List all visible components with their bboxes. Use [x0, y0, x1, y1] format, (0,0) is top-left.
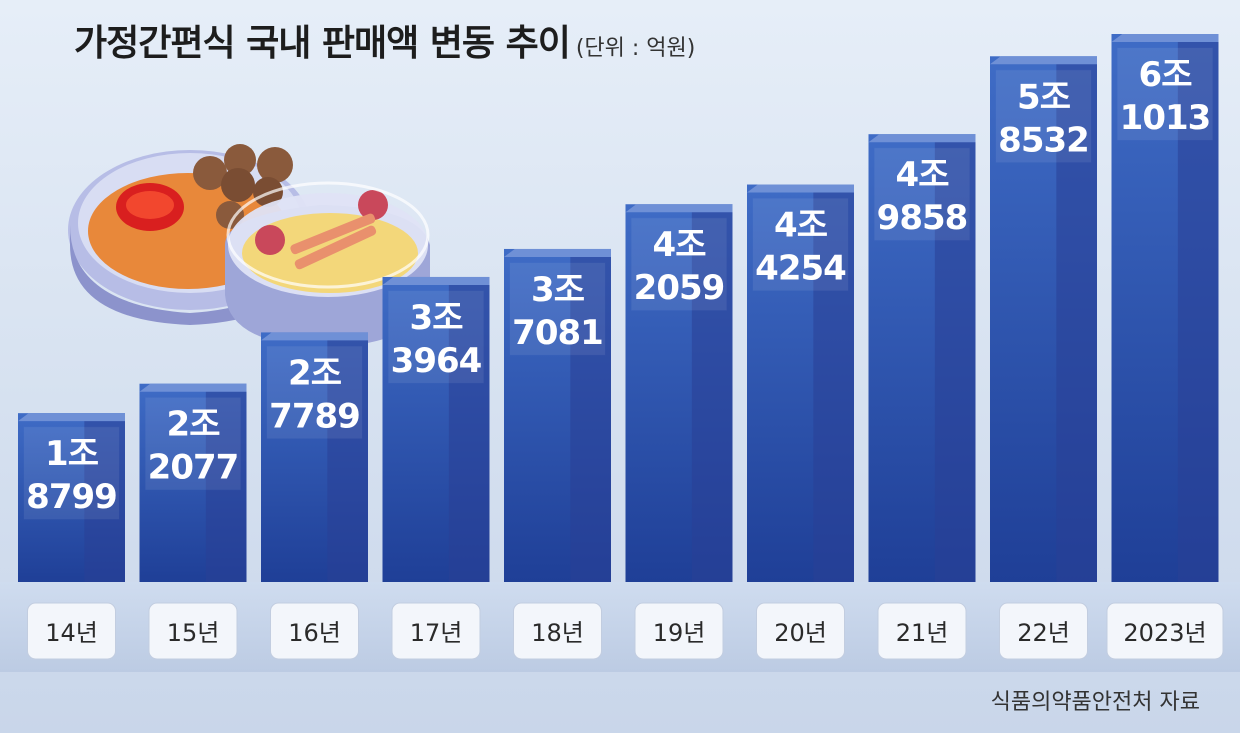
- bar-side: [448, 282, 490, 582]
- bar-top: [382, 276, 490, 285]
- bar-label-eok: 2077: [148, 448, 239, 488]
- x-tick: 19년: [634, 602, 724, 660]
- bar-top: [261, 332, 368, 341]
- x-tick-box: [877, 602, 967, 660]
- bar-label-jo: 3조: [410, 298, 464, 338]
- x-tick: 18년: [513, 602, 602, 660]
- bar-label-box: [388, 290, 484, 383]
- bar-label-jo: 4조: [896, 155, 950, 195]
- x-tick-label: 16년: [288, 619, 341, 647]
- x-tick-box: [756, 602, 845, 660]
- x-tick-box: [148, 602, 238, 660]
- bar-label-eok: 7789: [269, 396, 360, 436]
- bar-label-jo: 3조: [531, 270, 585, 310]
- bar-label-eok: 4254: [755, 249, 846, 289]
- bar-top: [1111, 34, 1219, 42]
- x-tick-label: 21년: [896, 619, 949, 647]
- bar-label-box: [145, 397, 241, 490]
- source-note: 식품의약품안전처 자료: [990, 690, 1200, 715]
- chart-header: 가정간편식 국내 판매액 변동 추이 (단위 : 억원): [74, 14, 695, 66]
- bar-side: [691, 210, 733, 582]
- bar-side: [1177, 40, 1219, 582]
- x-tick-label: 15년: [167, 619, 220, 647]
- bar-label-eok: 9858: [877, 198, 968, 238]
- x-tick-label: 17년: [410, 619, 463, 647]
- bar-label-box: [753, 198, 848, 291]
- bar-label-jo: 6조: [1139, 55, 1193, 95]
- bar-side: [934, 140, 976, 582]
- x-tick: 17년: [391, 602, 481, 660]
- x-tick-label: 20년: [774, 619, 827, 647]
- bar-label-eok: 7081: [512, 313, 603, 353]
- bar-label-jo: 2조: [288, 353, 342, 393]
- x-tick-box: [513, 602, 602, 660]
- x-tick-label: 14년: [45, 619, 98, 647]
- bar-side: [205, 389, 247, 582]
- bar-label-box: [510, 262, 605, 355]
- x-tick-box: [270, 602, 359, 660]
- x-tick: 21년: [877, 602, 967, 660]
- bar-label-box: [996, 70, 1091, 163]
- x-tick-box: [634, 602, 724, 660]
- bar-label-jo: 5조: [1017, 77, 1071, 117]
- bar-top: [868, 134, 976, 143]
- bar-side: [84, 419, 125, 582]
- unit-label: (단위 : 억원): [575, 36, 696, 61]
- x-tick-box: [27, 602, 116, 660]
- x-tick-label: 22년: [1017, 619, 1070, 647]
- bar-label-box: [874, 148, 970, 241]
- bar-top: [18, 413, 125, 422]
- bar-top: [747, 184, 854, 193]
- bar-label-jo: 4조: [653, 225, 707, 265]
- bar-label-jo: 1조: [45, 434, 99, 474]
- bar-label-eok: 8532: [998, 120, 1089, 160]
- x-tick-box: [391, 602, 481, 660]
- bar-label-eok: 1013: [1120, 98, 1211, 138]
- x-tick-label: 2023년: [1123, 619, 1206, 647]
- meal-kit-containers-icon: [68, 144, 430, 347]
- x-tick: 15년: [148, 602, 238, 660]
- x-tick: 20년: [756, 602, 845, 660]
- x-tick-box: [1106, 602, 1224, 660]
- bar-label-box: [24, 427, 119, 520]
- x-tick: 16년: [270, 602, 359, 660]
- bar-label-box: [631, 218, 727, 311]
- bar-side: [327, 338, 368, 582]
- x-tick: 2023년: [1106, 602, 1224, 660]
- bar-top: [139, 383, 247, 392]
- bar-top: [504, 248, 611, 257]
- bar-label-eok: 2059: [634, 268, 725, 308]
- x-tick-label: 18년: [531, 619, 584, 647]
- bar-label-jo: 2조: [167, 405, 221, 445]
- x-tick-box: [999, 602, 1088, 660]
- bar-side: [1056, 62, 1097, 583]
- bar-top: [625, 204, 733, 213]
- x-tick: 14년: [27, 602, 116, 660]
- bar-label-box: [1117, 48, 1213, 140]
- chart-title: 가정간편식 국내 판매액 변동 추이: [74, 23, 571, 64]
- bar-label-eok: 8799: [26, 477, 117, 517]
- bar-side: [813, 190, 854, 583]
- x-tick-label: 19년: [653, 619, 706, 647]
- bar-top: [990, 56, 1097, 65]
- x-tick: 22년: [999, 602, 1088, 660]
- bar-side: [570, 254, 611, 582]
- bar-label-eok: 3964: [391, 341, 482, 381]
- bar-label-box: [267, 346, 362, 439]
- bar-label-jo: 4조: [774, 206, 828, 246]
